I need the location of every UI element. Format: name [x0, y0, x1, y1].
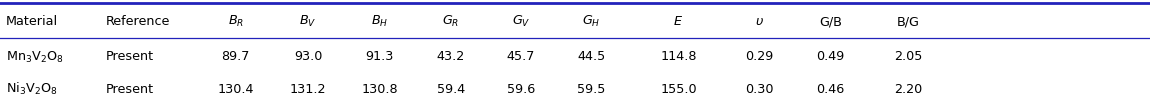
Text: 130.8: 130.8: [361, 83, 398, 95]
Text: 0.46: 0.46: [816, 83, 844, 95]
Text: $\mathrm{Ni_3V_2O_8}$: $\mathrm{Ni_3V_2O_8}$: [6, 81, 58, 95]
Text: 2.05: 2.05: [895, 51, 922, 63]
Text: 43.2: 43.2: [437, 51, 465, 63]
Text: Present: Present: [106, 51, 154, 63]
Text: 89.7: 89.7: [222, 51, 250, 63]
Text: $G_R$: $G_R$: [442, 14, 460, 29]
Text: 59.4: 59.4: [437, 83, 465, 95]
Text: 0.30: 0.30: [745, 83, 773, 95]
Text: 130.4: 130.4: [217, 83, 254, 95]
Text: Material: Material: [6, 15, 58, 28]
Text: 0.29: 0.29: [745, 51, 773, 63]
Text: $E$: $E$: [674, 15, 683, 28]
Text: B/G: B/G: [897, 15, 920, 28]
Text: Present: Present: [106, 83, 154, 95]
Text: Reference: Reference: [106, 15, 170, 28]
Text: $B_R$: $B_R$: [228, 14, 244, 29]
Text: $B_H$: $B_H$: [370, 14, 389, 29]
Text: 59.5: 59.5: [577, 83, 605, 95]
Text: $B_V$: $B_V$: [299, 14, 317, 29]
Text: G/B: G/B: [819, 15, 842, 28]
Text: 114.8: 114.8: [660, 51, 697, 63]
Text: 44.5: 44.5: [577, 51, 605, 63]
Text: 91.3: 91.3: [366, 51, 393, 63]
Text: 59.6: 59.6: [507, 83, 535, 95]
Text: 2.20: 2.20: [895, 83, 922, 95]
Text: 0.49: 0.49: [816, 51, 844, 63]
Text: 93.0: 93.0: [294, 51, 322, 63]
Text: 131.2: 131.2: [290, 83, 327, 95]
Text: 45.7: 45.7: [507, 51, 535, 63]
Text: $G_H$: $G_H$: [582, 14, 600, 29]
Text: $\upsilon$: $\upsilon$: [754, 15, 764, 28]
Text: $\mathrm{Mn_3V_2O_8}$: $\mathrm{Mn_3V_2O_8}$: [6, 49, 63, 65]
Text: 155.0: 155.0: [660, 83, 697, 95]
Text: $G_V$: $G_V$: [512, 14, 530, 29]
